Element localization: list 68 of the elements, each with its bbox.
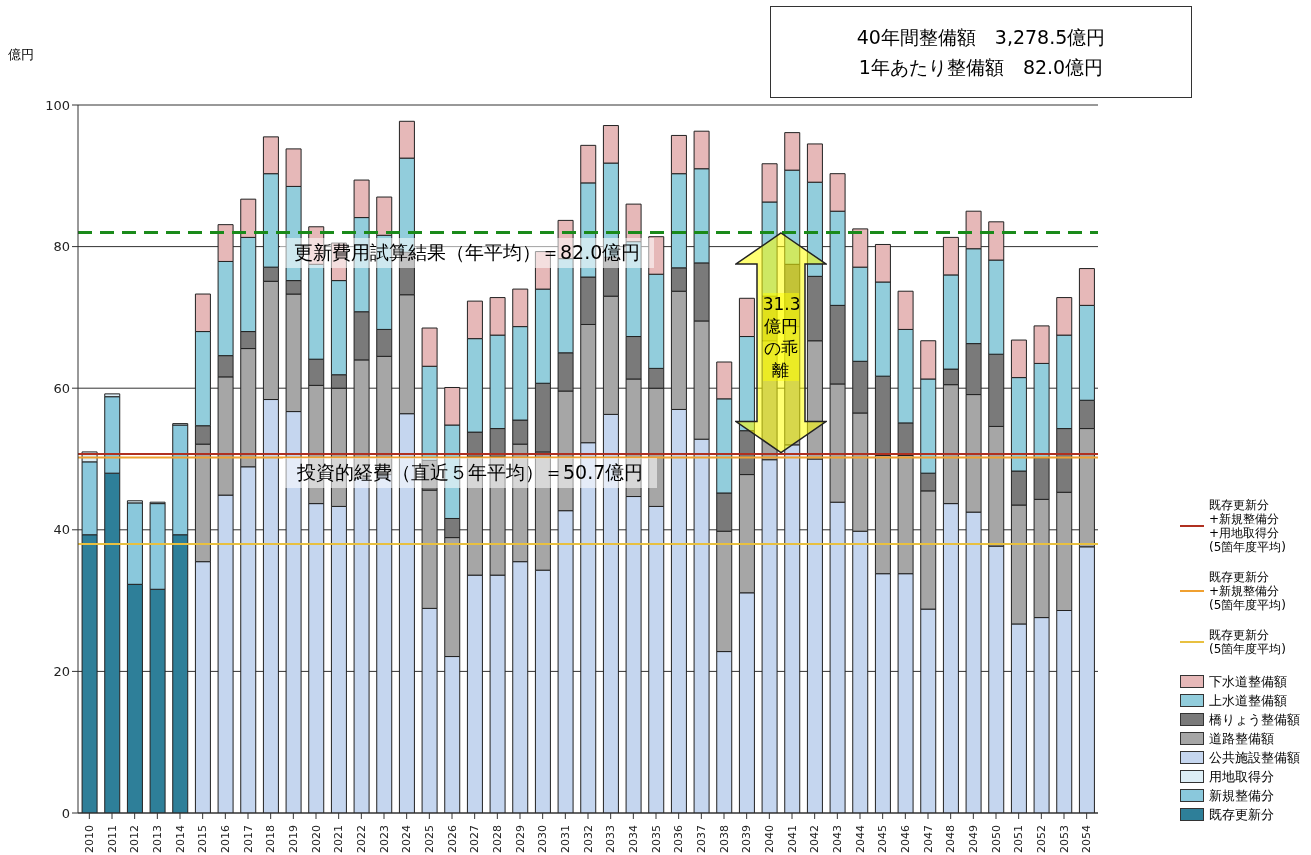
x-tick-label: 2011 [105, 825, 119, 853]
y-tick-label: 40 [53, 522, 70, 538]
y-tick-label: 20 [53, 664, 70, 680]
x-tick-label: 2013 [150, 825, 164, 853]
x-tick-label: 2044 [853, 825, 867, 853]
y-tick-label: 80 [53, 239, 70, 255]
legend-label: 既存更新分 [1209, 806, 1274, 822]
x-tick-label: 2035 [649, 825, 663, 853]
x-tick-label: 2046 [898, 825, 912, 853]
x-tick-label: 2012 [128, 825, 142, 853]
x-tick-label: 2045 [876, 825, 890, 853]
x-tick-label: 2026 [445, 825, 459, 853]
x-tick-label: 2030 [536, 825, 550, 853]
x-tick-label: 2010 [82, 825, 96, 853]
x-tick-label: 2040 [762, 825, 776, 853]
x-tick-label: 2024 [400, 825, 414, 853]
annotation: 31.3億円の乖離 [762, 293, 801, 382]
legend-label: 用地取得分 [1209, 768, 1274, 784]
annotation: 投資的経費（直近５年平均）＝50.7億円 [283, 458, 658, 489]
legend-label: 既存更新分 +新規整備分 +用地取得分 (5箇年度平均) [1209, 498, 1286, 554]
x-tick-label: 2052 [1034, 825, 1048, 853]
text: 1年あたり整備額 82.0億円 [858, 55, 1104, 80]
x-tick-label: 2041 [785, 825, 799, 853]
x-tick-label: 2047 [921, 825, 935, 853]
x-tick-label: 2028 [490, 825, 504, 853]
x-tick-label: 2039 [740, 825, 754, 853]
x-tick-label: 2049 [966, 825, 980, 853]
legend-label: 下水道整備額 [1209, 673, 1287, 689]
x-tick-label: 2027 [468, 825, 482, 853]
legend-label: 道路整備額 [1209, 730, 1274, 746]
x-tick-label: 2037 [694, 825, 708, 853]
x-tick-label: 2043 [830, 825, 844, 853]
x-tick-label: 2031 [558, 825, 572, 853]
text: 40年間整備額 3,278.5億円 [856, 25, 1106, 50]
ref-line-label: 更新費用試算結果（年平均）＝82.0億円 [280, 238, 655, 269]
x-tick-label: 2029 [513, 825, 527, 853]
x-tick-label: 2020 [309, 825, 323, 853]
legend-label: 上水道整備額 [1209, 692, 1287, 708]
legend-label: 公共施設整備額 [1209, 749, 1300, 765]
x-tick-label: 2015 [196, 825, 210, 853]
x-tick-label: 2042 [808, 825, 822, 853]
x-tick-label: 2038 [717, 825, 731, 853]
x-tick-label: 2036 [672, 825, 686, 853]
x-tick-label: 2048 [944, 825, 958, 853]
x-tick-label: 2014 [173, 825, 187, 853]
legend-label: 既存更新分 +新規整備分 (5箇年度平均) [1209, 570, 1286, 612]
x-tick-label: 2051 [1012, 825, 1026, 853]
x-tick-label: 2033 [604, 825, 618, 853]
y-tick-label: 100 [45, 97, 70, 113]
x-tick-label: 2032 [581, 825, 595, 853]
legend-label: 既存更新分 (5箇年度平均) [1209, 628, 1286, 656]
y-tick-label: 0 [61, 805, 70, 821]
x-tick-label: 2023 [377, 825, 391, 853]
x-tick-label: 2050 [989, 825, 1003, 853]
x-tick-label: 2034 [626, 825, 640, 853]
legend-label: 新規整備分 [1209, 787, 1274, 803]
x-tick-label: 2022 [354, 825, 368, 853]
y-axis-title: 億円 [8, 46, 34, 64]
y-tick-label: 60 [53, 380, 70, 396]
x-tick-label: 2018 [264, 825, 278, 853]
x-tick-label: 2053 [1057, 825, 1071, 853]
x-tick-label: 2017 [241, 825, 255, 853]
x-tick-label: 2025 [422, 825, 436, 853]
x-tick-label: 2016 [218, 825, 232, 853]
x-tick-label: 2019 [286, 825, 300, 853]
legend-label: 橋りょう整備額 [1209, 711, 1300, 727]
x-tick-label: 2054 [1080, 825, 1094, 853]
x-tick-label: 2021 [332, 825, 346, 853]
